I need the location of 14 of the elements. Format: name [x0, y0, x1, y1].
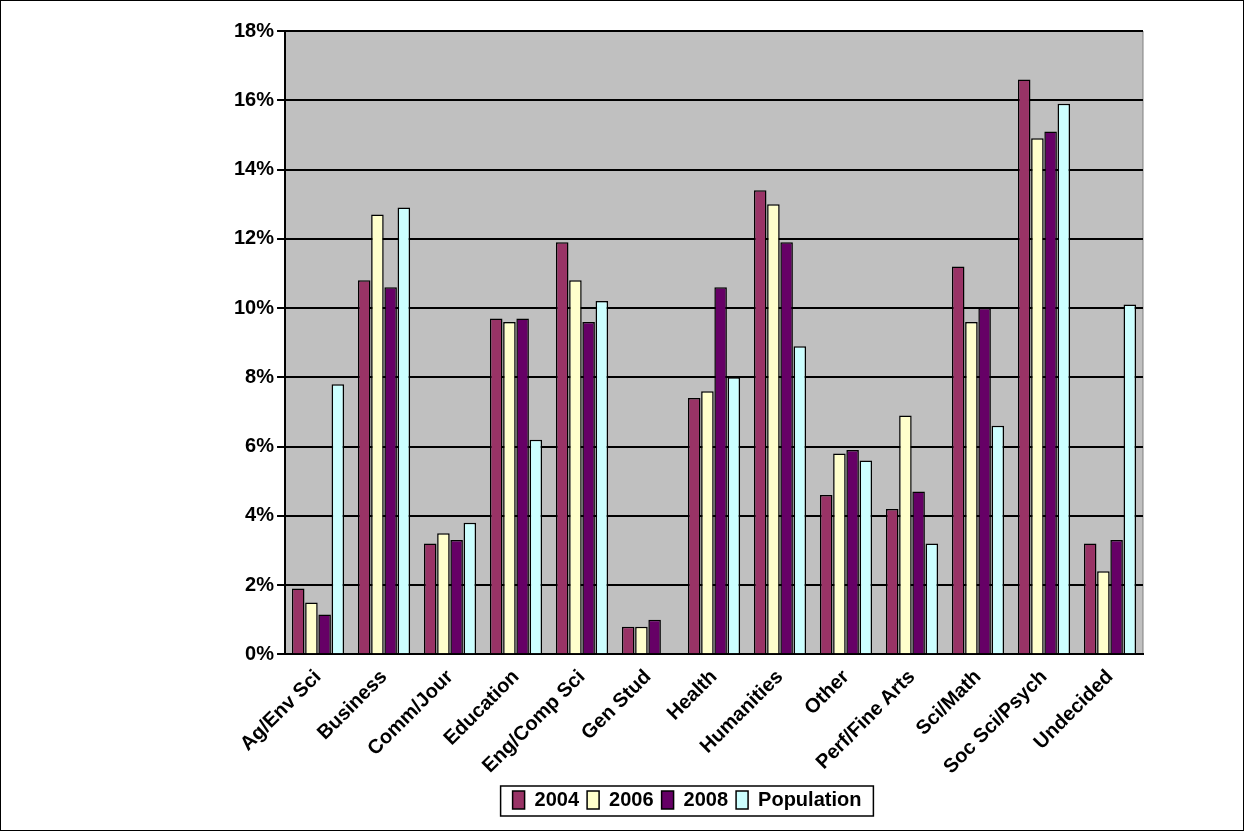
y-tick-label: 16%: [234, 87, 275, 110]
y-tick-label: 6%: [245, 434, 275, 457]
legend-label: 2006: [609, 787, 654, 810]
y-tick-label: 14%: [234, 157, 275, 180]
y-tick-label: 4%: [245, 503, 275, 526]
y-tick-label: 12%: [234, 226, 275, 249]
y-tick-label: 10%: [234, 295, 275, 318]
legend-label: 2008: [683, 787, 729, 810]
y-tick-label: 18%: [234, 18, 275, 41]
y-tick-label: 0%: [245, 641, 275, 664]
legend-label: 2004: [534, 787, 580, 810]
legend-label: Population: [758, 787, 862, 810]
y-tick-label: 8%: [245, 364, 275, 387]
y-tick-label: 2%: [245, 572, 275, 595]
